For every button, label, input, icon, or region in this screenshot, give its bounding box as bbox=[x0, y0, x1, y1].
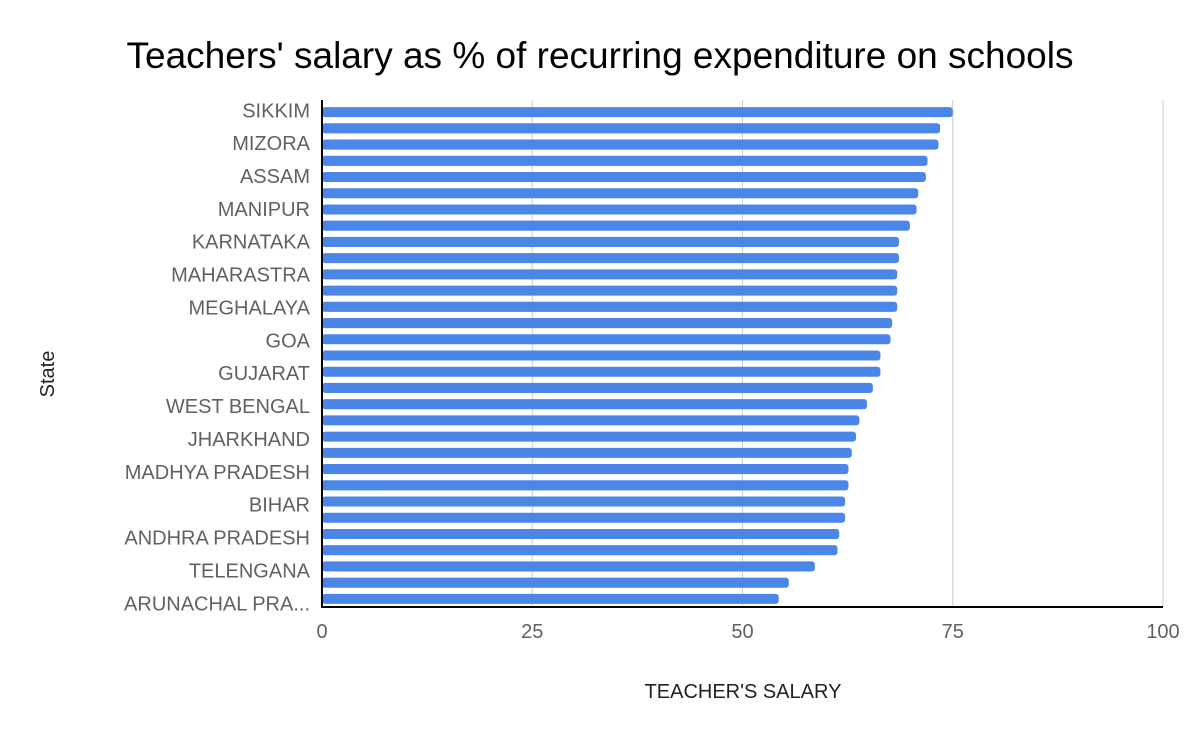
category-label: SIKKIM bbox=[242, 100, 310, 122]
bar bbox=[322, 593, 779, 604]
x-tick-labels: 0 25 50 75 100 bbox=[316, 621, 1179, 643]
category-label: GUJARAT bbox=[218, 363, 310, 385]
bar bbox=[322, 123, 941, 134]
bar bbox=[322, 269, 898, 280]
x-tick-label: 100 bbox=[1146, 621, 1179, 643]
bar bbox=[322, 545, 838, 556]
x-tick-label: 0 bbox=[316, 621, 327, 643]
bar bbox=[322, 415, 860, 426]
category-label: MIZORA bbox=[232, 133, 310, 155]
bar bbox=[322, 236, 899, 247]
y-axis-title: State bbox=[37, 351, 59, 398]
category-label: MAHARASTRA bbox=[171, 265, 311, 287]
bar bbox=[322, 577, 789, 588]
axes bbox=[321, 100, 1163, 608]
category-label: GOA bbox=[266, 330, 311, 352]
bar bbox=[322, 512, 846, 523]
bar bbox=[322, 188, 919, 199]
bars bbox=[322, 107, 953, 604]
bar bbox=[322, 139, 939, 150]
category-label: BIHAR bbox=[249, 495, 310, 517]
category-label: WEST BENGAL bbox=[166, 396, 310, 418]
x-tick-label: 25 bbox=[521, 621, 543, 643]
category-label: MANIPUR bbox=[218, 199, 310, 221]
category-label: MADHYA PRADESH bbox=[125, 462, 310, 484]
x-tick-label: 50 bbox=[731, 621, 753, 643]
bar bbox=[322, 431, 857, 442]
bar bbox=[322, 464, 849, 475]
bar bbox=[322, 561, 815, 572]
category-labels: SIKKIM MIZORA ASSAM MANIPUR KARNATAKA MAHARAS… bbox=[124, 100, 311, 615]
bar bbox=[322, 350, 881, 361]
bar bbox=[322, 253, 899, 264]
category-label: MEGHALAYA bbox=[188, 297, 310, 319]
bar bbox=[322, 528, 840, 540]
bar bbox=[322, 204, 917, 215]
category-label: ASSAM bbox=[240, 166, 310, 188]
bar bbox=[322, 107, 953, 118]
bar bbox=[322, 155, 928, 166]
category-label: KARNATAKA bbox=[192, 232, 311, 254]
chart-title: Teachers' salary as % of recurring expen… bbox=[127, 35, 1074, 76]
bar bbox=[322, 171, 926, 183]
category-label: TELENGANA bbox=[189, 560, 311, 582]
bar bbox=[322, 447, 852, 458]
bar bbox=[322, 496, 846, 507]
category-label: ARUNACHAL PRA... bbox=[124, 593, 310, 615]
bar bbox=[322, 301, 898, 312]
bar bbox=[322, 399, 867, 410]
bar bbox=[322, 285, 898, 296]
category-label: JHARKHAND bbox=[188, 429, 310, 451]
category-label: ANDHRA PRADESH bbox=[124, 528, 310, 550]
bar bbox=[322, 334, 891, 345]
bar bbox=[322, 366, 881, 377]
bar bbox=[322, 318, 893, 329]
bar bbox=[322, 220, 910, 231]
bar bbox=[322, 382, 873, 393]
x-tick-label: 75 bbox=[942, 621, 964, 643]
x-axis-title: TEACHER'S SALARY bbox=[645, 681, 842, 703]
bar bbox=[322, 480, 849, 491]
